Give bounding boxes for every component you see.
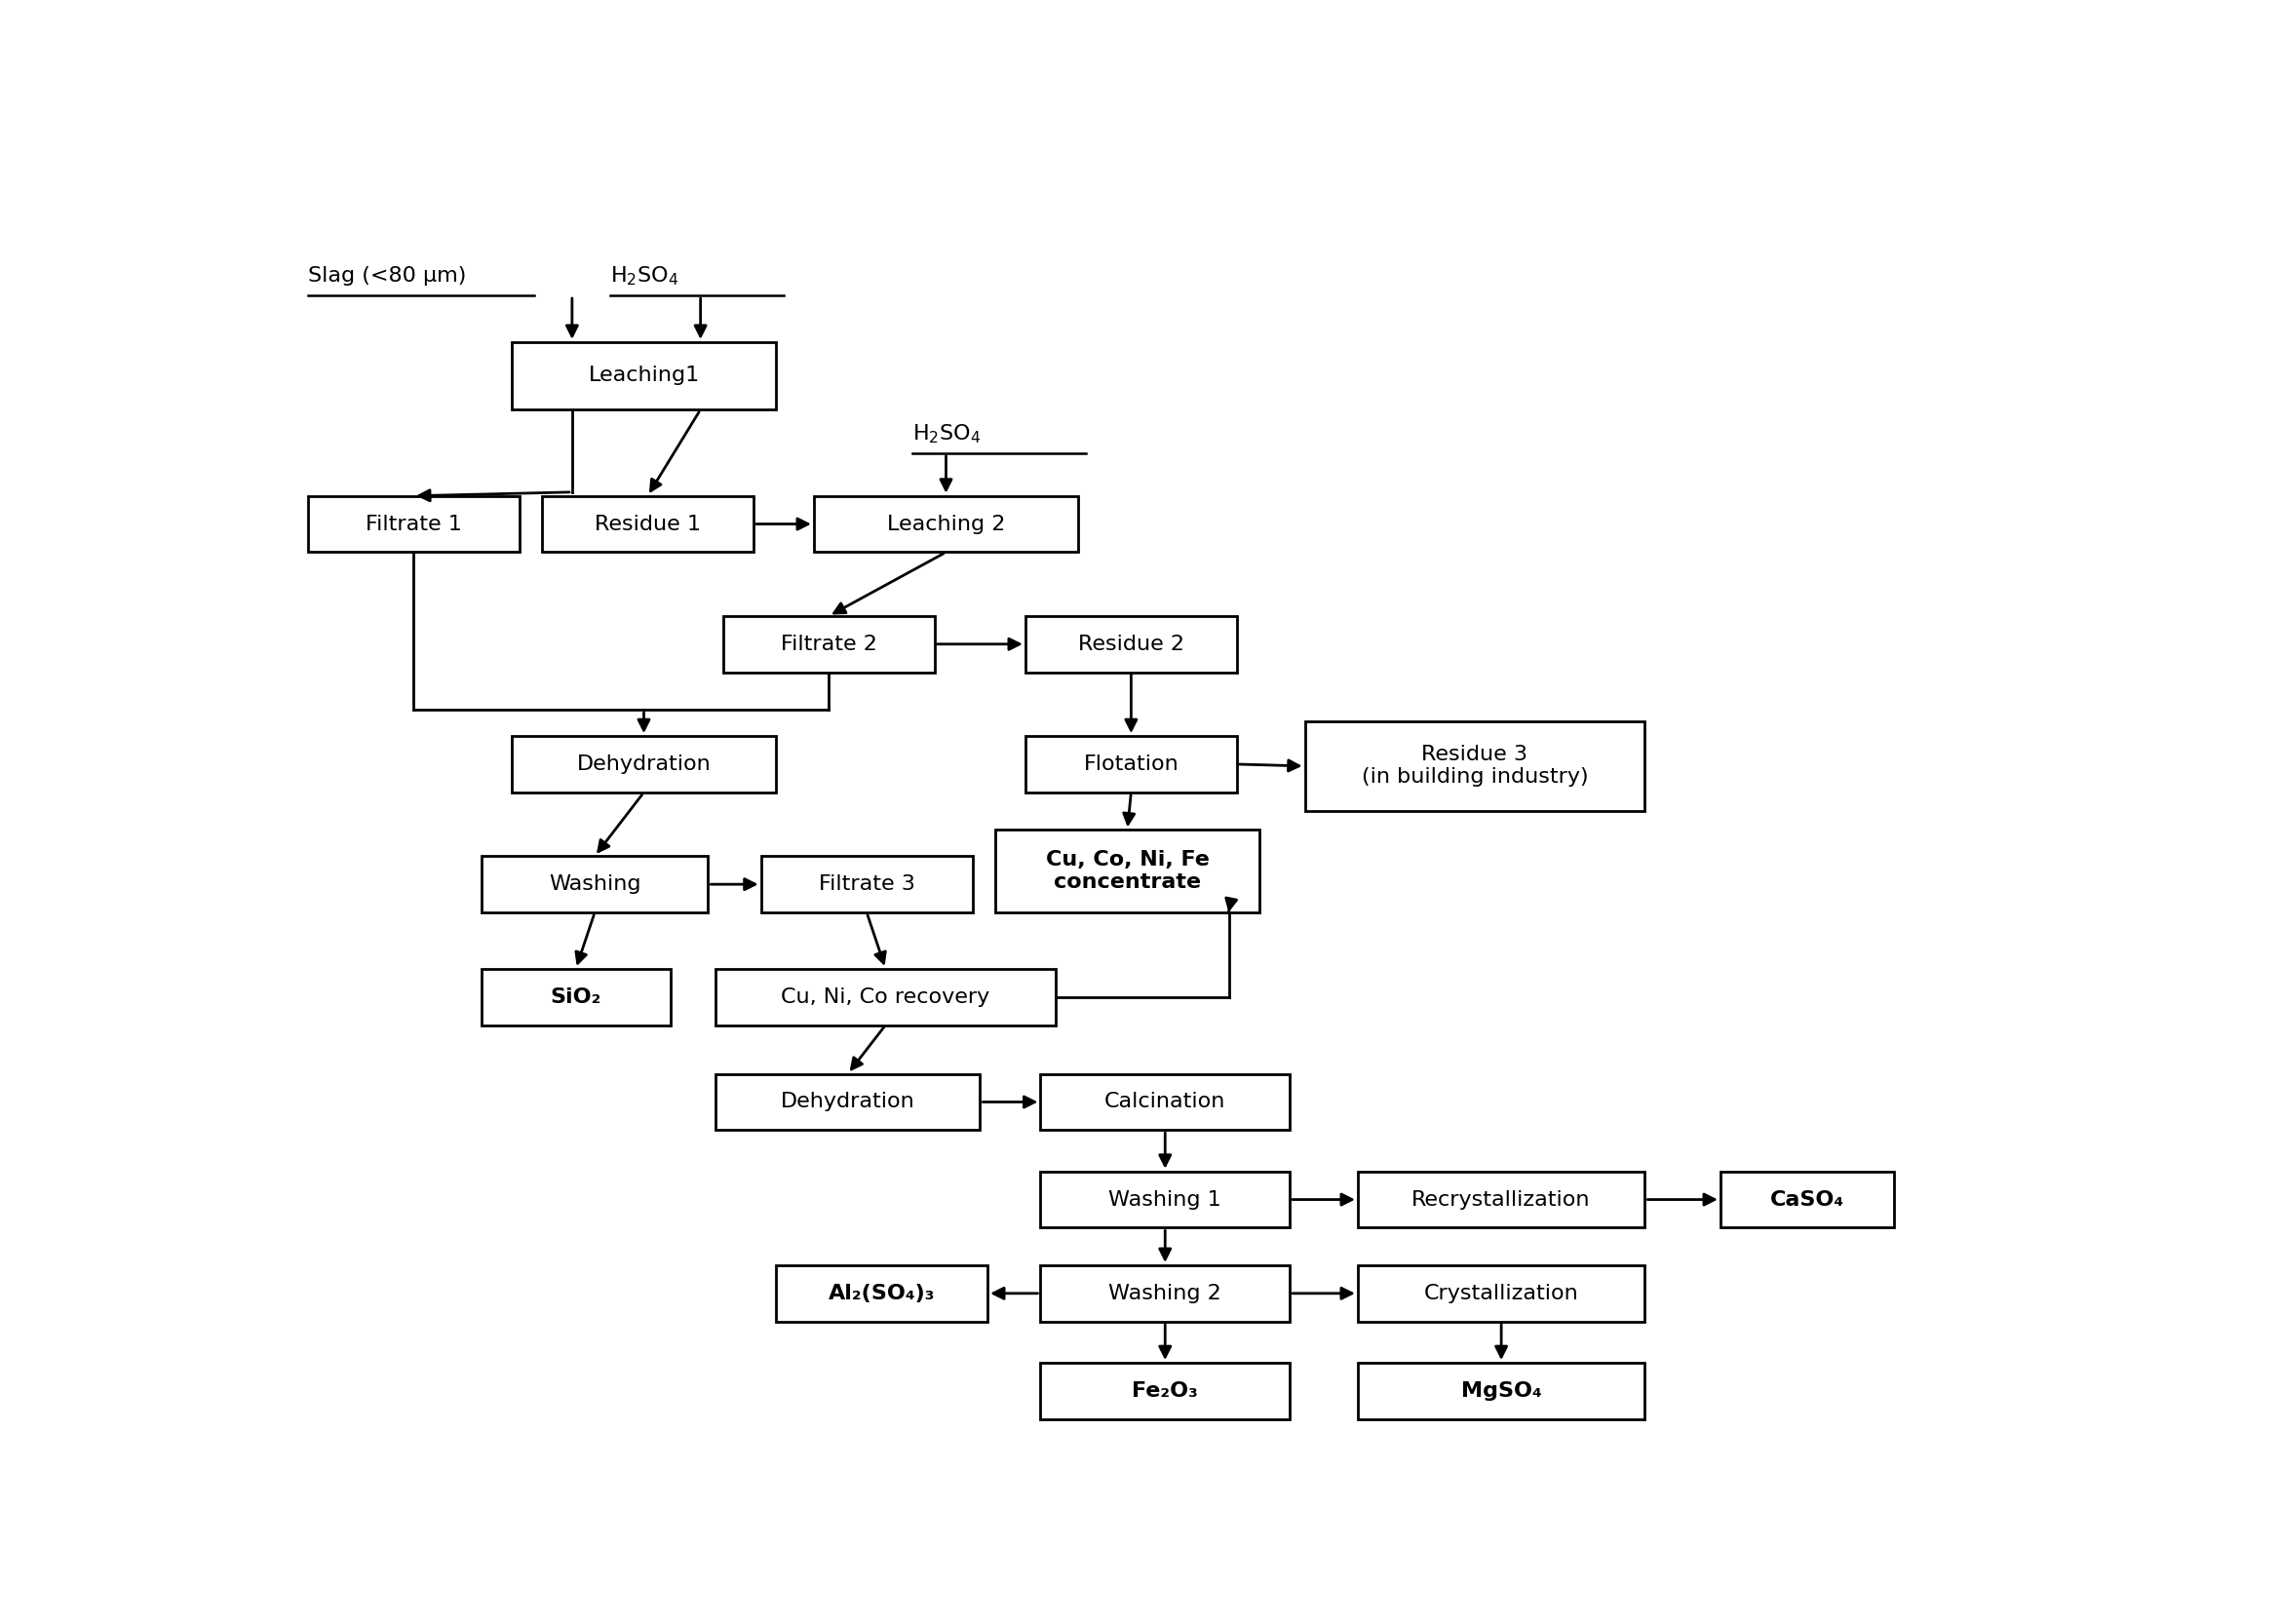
Text: Residue 3
(in building industry): Residue 3 (in building industry) xyxy=(1361,745,1589,788)
FancyBboxPatch shape xyxy=(723,615,935,672)
Text: Filtrate 2: Filtrate 2 xyxy=(780,635,878,654)
FancyBboxPatch shape xyxy=(511,343,775,409)
FancyBboxPatch shape xyxy=(1040,1363,1290,1419)
Text: Al₂(SO₄)₃: Al₂(SO₄)₃ xyxy=(828,1283,935,1302)
FancyBboxPatch shape xyxy=(481,856,709,913)
Text: Leaching 2: Leaching 2 xyxy=(887,515,1005,534)
FancyBboxPatch shape xyxy=(1359,1363,1644,1419)
FancyBboxPatch shape xyxy=(814,495,1078,552)
FancyBboxPatch shape xyxy=(1359,1265,1644,1322)
Text: MgSO₄: MgSO₄ xyxy=(1461,1380,1541,1400)
FancyBboxPatch shape xyxy=(308,495,520,552)
FancyBboxPatch shape xyxy=(994,830,1259,913)
Text: CaSO₄: CaSO₄ xyxy=(1769,1190,1845,1210)
FancyBboxPatch shape xyxy=(1040,1265,1290,1322)
Text: Calcination: Calcination xyxy=(1104,1093,1227,1112)
Text: Dehydration: Dehydration xyxy=(577,755,711,775)
FancyBboxPatch shape xyxy=(1040,1171,1290,1228)
FancyBboxPatch shape xyxy=(481,970,670,1025)
FancyBboxPatch shape xyxy=(775,1265,987,1322)
Text: Residue 2: Residue 2 xyxy=(1078,635,1183,654)
FancyBboxPatch shape xyxy=(511,736,775,793)
FancyBboxPatch shape xyxy=(1040,1073,1290,1130)
Text: Cu, Co, Ni, Fe
concentrate: Cu, Co, Ni, Fe concentrate xyxy=(1047,849,1208,892)
FancyBboxPatch shape xyxy=(716,970,1056,1025)
Text: Recrystallization: Recrystallization xyxy=(1411,1190,1591,1210)
FancyBboxPatch shape xyxy=(1721,1171,1895,1228)
Text: Filtrate 3: Filtrate 3 xyxy=(819,875,914,895)
Text: $\mathregular{H_2SO_4}$: $\mathregular{H_2SO_4}$ xyxy=(912,422,980,445)
Text: Cu, Ni, Co recovery: Cu, Ni, Co recovery xyxy=(782,987,990,1007)
FancyBboxPatch shape xyxy=(716,1073,980,1130)
Text: Flotation: Flotation xyxy=(1083,755,1179,775)
FancyBboxPatch shape xyxy=(543,495,752,552)
FancyBboxPatch shape xyxy=(1359,1171,1644,1228)
FancyBboxPatch shape xyxy=(1304,721,1644,810)
Text: Washing 2: Washing 2 xyxy=(1108,1283,1222,1302)
Text: Washing 1: Washing 1 xyxy=(1108,1190,1222,1210)
Text: $\mathregular{H_2SO_4}$: $\mathregular{H_2SO_4}$ xyxy=(609,265,679,287)
Text: Crystallization: Crystallization xyxy=(1425,1283,1578,1302)
Text: SiO₂: SiO₂ xyxy=(549,987,602,1007)
Text: Fe₂O₃: Fe₂O₃ xyxy=(1131,1380,1199,1400)
Text: Washing: Washing xyxy=(549,875,641,895)
Text: Residue 1: Residue 1 xyxy=(595,515,700,534)
Text: Dehydration: Dehydration xyxy=(780,1093,914,1112)
FancyBboxPatch shape xyxy=(762,856,974,913)
Text: Filtrate 1: Filtrate 1 xyxy=(365,515,461,534)
FancyBboxPatch shape xyxy=(1026,615,1236,672)
Text: Leaching1: Leaching1 xyxy=(588,365,700,385)
Text: Slag (<80 μm): Slag (<80 μm) xyxy=(308,266,465,286)
FancyBboxPatch shape xyxy=(1026,736,1236,793)
